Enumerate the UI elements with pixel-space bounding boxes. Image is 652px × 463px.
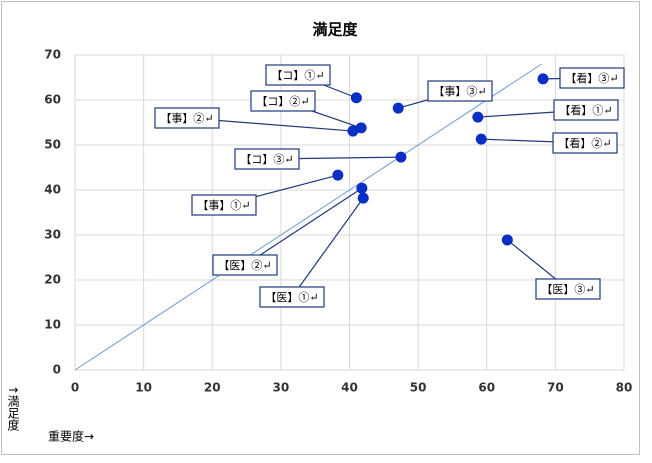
x-axis-label: 重要度→ xyxy=(48,429,94,444)
y-tick-label: 70 xyxy=(44,48,61,62)
point-label: 【コ】③↵ xyxy=(240,153,293,166)
label-box xyxy=(535,278,601,300)
leader-line xyxy=(244,187,363,266)
point-label: 【看】③↵ xyxy=(565,71,618,85)
y-axis-label: ↑満足度 xyxy=(6,385,20,431)
label-box xyxy=(234,148,300,170)
y-tick-label: 40 xyxy=(44,183,61,197)
point xyxy=(357,192,369,204)
point-label: 【事】③↵ xyxy=(433,85,486,98)
point xyxy=(347,125,359,137)
point-label: 【医】②↵ xyxy=(218,259,271,272)
label-box xyxy=(154,107,220,129)
point-label: 【事】②↵ xyxy=(160,112,213,125)
label-box xyxy=(552,132,618,154)
point xyxy=(356,182,368,194)
point-label: 【コ】②↵ xyxy=(256,95,309,108)
label-box xyxy=(191,194,257,216)
x-tick-label: 80 xyxy=(616,381,633,395)
x-tick-label: 70 xyxy=(547,381,564,395)
y-tick-label: 0 xyxy=(53,363,61,377)
point xyxy=(475,133,487,145)
label-box xyxy=(212,254,278,276)
label-box xyxy=(259,286,325,308)
label-box xyxy=(427,80,493,102)
point-label: 【医】③↵ xyxy=(541,283,594,296)
point-label: 【事】①↵ xyxy=(197,199,250,212)
y-tick-label: 10 xyxy=(44,318,61,332)
point xyxy=(472,111,484,123)
y-tick-label: 50 xyxy=(44,138,61,152)
point xyxy=(501,234,513,246)
point-label: 【看】①↵ xyxy=(559,103,612,117)
x-tick-label: 50 xyxy=(410,381,427,395)
point xyxy=(537,73,549,85)
reference-line xyxy=(74,63,542,371)
x-tick-label: 0 xyxy=(71,381,79,395)
point-label: 【看】②↵ xyxy=(558,136,611,150)
x-tick-label: 20 xyxy=(204,381,221,395)
y-tick-label: 30 xyxy=(44,228,61,242)
point-label: 【コ】①↵ xyxy=(271,69,324,82)
leader-line xyxy=(291,197,364,298)
chart-title: 満足度 xyxy=(312,21,358,39)
point xyxy=(392,102,404,114)
x-tick-label: 40 xyxy=(341,381,358,395)
x-tick-label: 60 xyxy=(478,381,495,395)
label-box xyxy=(265,64,331,86)
y-tick-label: 20 xyxy=(44,273,61,287)
label-box xyxy=(553,99,619,121)
x-tick-label: 10 xyxy=(135,381,152,395)
x-tick-label: 30 xyxy=(273,381,290,395)
point-label: 【医】①↵ xyxy=(265,291,318,304)
point xyxy=(332,169,344,181)
point xyxy=(350,92,362,104)
label-box xyxy=(559,67,625,89)
label-box xyxy=(250,90,316,112)
y-tick-label: 60 xyxy=(44,93,61,107)
point xyxy=(395,151,407,163)
